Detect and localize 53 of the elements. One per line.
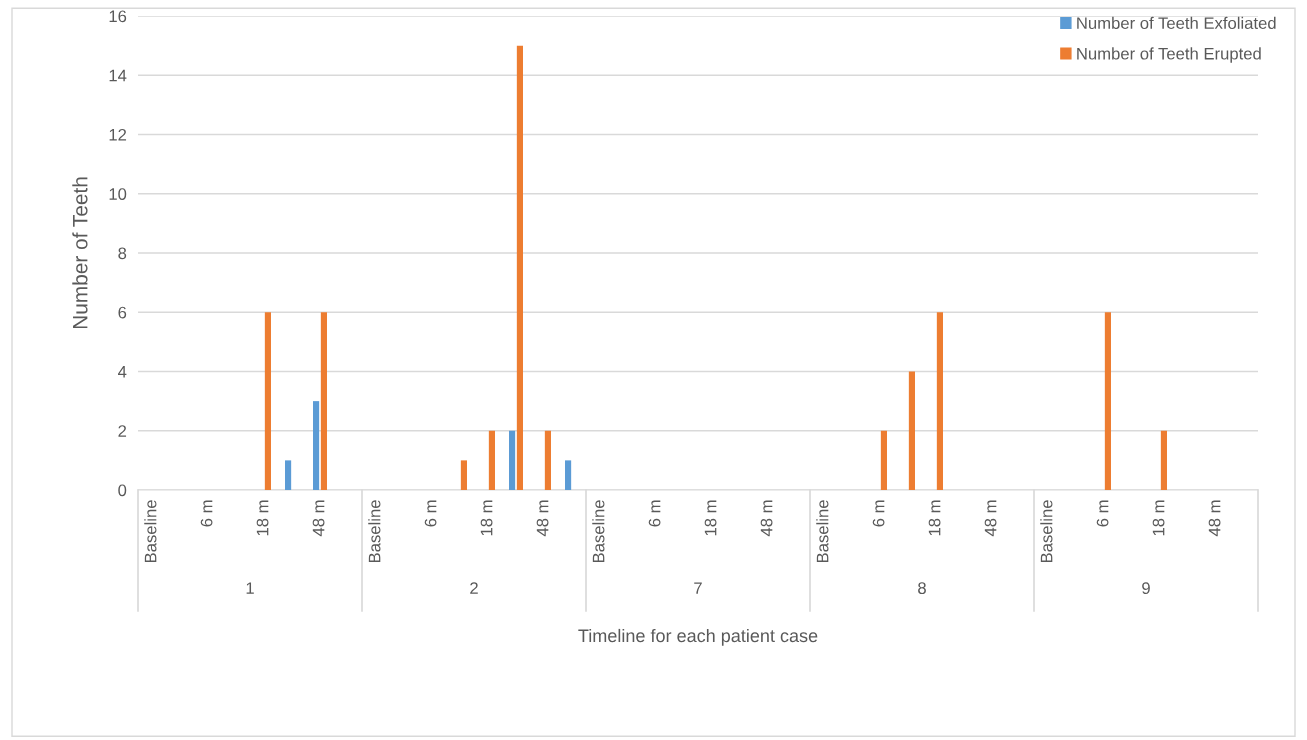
y-tick-label: 10 (109, 188, 127, 200)
bar (1160, 430, 1167, 490)
x-tick-label: 6 m (424, 500, 437, 527)
bar (516, 45, 523, 490)
x-tick-label: 6 m (200, 500, 213, 527)
y-axis-title: Number of Teeth (72, 177, 88, 329)
x-tick-label: 6 m (648, 500, 661, 527)
x-tick-label: 18 m (256, 500, 269, 536)
text: 9 (1142, 582, 1150, 595)
y-tick-label: 12 (109, 128, 127, 141)
x-tick-label: 6 m (1096, 500, 1109, 527)
text: 7 (694, 582, 702, 594)
bar (313, 401, 320, 490)
y-tick-label: 14 (109, 69, 127, 82)
x-tick-label: 48 m (536, 500, 549, 537)
x-tick-label: 18 m (1152, 500, 1165, 536)
bar (565, 460, 572, 490)
x-tick-label: Baseline (816, 500, 829, 563)
x-tick-label: 18 m (928, 500, 941, 536)
x-tick-label: 48 m (1208, 500, 1221, 537)
x-tick-label: Baseline (1040, 500, 1053, 563)
x-tick-label: Baseline (592, 500, 605, 563)
text: 8 (918, 582, 926, 595)
x-tick-label: 48 m (312, 500, 325, 537)
bar (880, 430, 887, 490)
bar (264, 312, 271, 490)
bar (544, 430, 551, 490)
bar (936, 312, 943, 490)
x-tick-label: Baseline (144, 500, 157, 563)
x-tick-label: 48 m (984, 500, 997, 537)
y-tick-label: 8 (118, 247, 127, 260)
legend-label: Number of Teeth Exfoliated (1077, 16, 1276, 30)
x-tick-label: 18 m (704, 500, 717, 536)
bar (285, 460, 292, 490)
bar (460, 460, 467, 490)
x-tick-label: 18 m (480, 500, 493, 536)
y-tick-label: 6 (118, 306, 127, 319)
x-tick-label: 48 m (760, 500, 773, 537)
x-axis-title: Timeline for each patient case (578, 628, 818, 646)
y-tick-label: 2 (118, 425, 127, 437)
bar (320, 312, 327, 490)
x-tick-label: Baseline (368, 500, 381, 563)
bar (1104, 312, 1111, 490)
text: 1 (246, 582, 254, 594)
y-tick-label: 4 (118, 366, 127, 378)
x-tick-label: 6 m (872, 500, 885, 527)
legend-label: Number of Teeth Erupted (1077, 47, 1261, 63)
y-tick-label: 0 (118, 484, 127, 497)
bar (908, 371, 915, 490)
text: 2 (470, 582, 478, 594)
bar (488, 430, 495, 490)
bar (509, 430, 516, 490)
y-tick-label: 16 (109, 10, 127, 23)
